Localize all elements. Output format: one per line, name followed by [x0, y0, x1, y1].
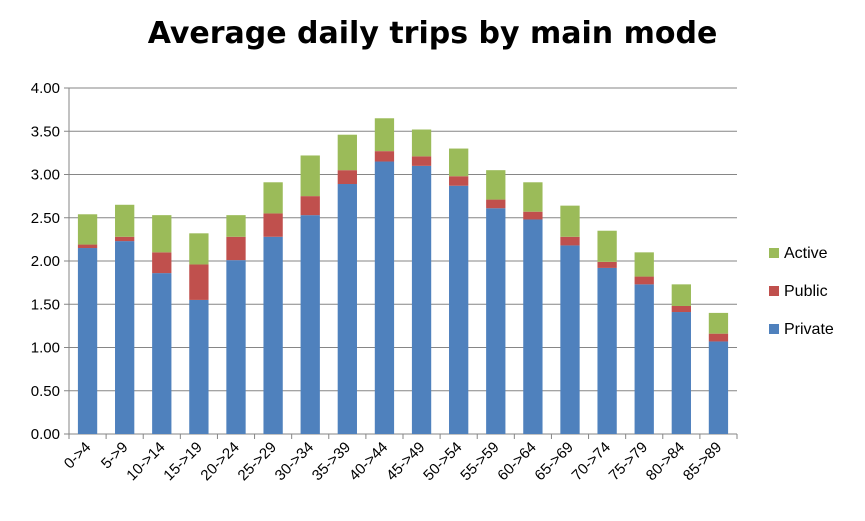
- axes: [64, 87, 738, 439]
- x-axis-tick-labels: 0->4 5->910->1415->1920->2425->2930->3435…: [61, 439, 725, 484]
- x-tick-label: 65->69: [531, 439, 576, 484]
- bar-public-17: [708, 333, 729, 342]
- x-tick-label: 20->24: [197, 439, 242, 484]
- bar-private-9: [411, 165, 432, 434]
- y-tick-label: 3.00: [31, 167, 60, 184]
- bar-active-11: [486, 170, 506, 200]
- bar-public-5: [263, 213, 283, 237]
- bar-public-4: [226, 236, 246, 261]
- bar-private-10: [449, 185, 469, 434]
- bar-active-1: [115, 204, 135, 237]
- bar-active-15: [634, 252, 654, 277]
- bar-private-12: [523, 219, 543, 434]
- bar-active-9: [411, 129, 432, 157]
- x-tick-label: 5->9: [98, 439, 132, 473]
- bar-public-7: [337, 170, 357, 185]
- bar-private-4: [226, 260, 246, 434]
- bar-public-2: [152, 252, 172, 274]
- legend-swatch-active: [769, 248, 779, 258]
- legend-swatch-private: [769, 324, 779, 334]
- x-tick-label: 85->89: [680, 439, 725, 484]
- chart-title: Average daily trips by main mode: [147, 16, 718, 51]
- bar-private-5: [263, 236, 283, 434]
- x-tick-label: 35->39: [309, 439, 354, 484]
- bar-public-14: [597, 261, 617, 268]
- legend-swatch-public: [769, 286, 779, 296]
- y-tick-label: 1.50: [31, 296, 60, 313]
- bar-private-13: [560, 245, 580, 434]
- bar-public-13: [560, 236, 580, 246]
- bar-active-2: [152, 215, 172, 253]
- bar-active-5: [263, 182, 283, 214]
- x-tick-label: 0->4: [61, 439, 95, 473]
- x-tick-label: 70->74: [569, 439, 614, 484]
- bar-private-3: [189, 299, 209, 434]
- x-tick-label: 25->29: [235, 439, 280, 484]
- y-tick-label: 3.50: [31, 123, 60, 140]
- bar-public-12: [523, 211, 543, 220]
- legend: Active Public Private: [769, 245, 834, 338]
- x-tick-label: 75->79: [606, 439, 651, 484]
- bar-active-12: [523, 182, 543, 212]
- x-tick-label: 10->14: [123, 439, 168, 484]
- bar-active-10: [449, 148, 469, 177]
- bar-public-15: [634, 276, 654, 285]
- x-tick-label: 15->19: [160, 439, 205, 484]
- x-tick-label: 50->54: [420, 439, 465, 484]
- bar-public-8: [374, 151, 395, 162]
- bar-private-16: [671, 312, 691, 434]
- bar-active-17: [708, 312, 729, 334]
- bar-private-15: [634, 284, 654, 434]
- bar-public-11: [486, 199, 506, 209]
- bar-public-10: [449, 176, 469, 186]
- bar-public-0: [77, 244, 98, 249]
- bar-public-16: [671, 305, 691, 313]
- bar-public-3: [189, 264, 209, 300]
- x-tick-label: 60->64: [494, 439, 539, 484]
- y-tick-label: 2.50: [31, 210, 60, 227]
- bar-private-6: [300, 215, 320, 434]
- bar-public-9: [411, 156, 432, 166]
- bar-active-0: [77, 214, 98, 245]
- bar-private-8: [374, 161, 395, 434]
- x-tick-label: 30->34: [272, 439, 317, 484]
- bar-active-3: [189, 233, 209, 265]
- y-tick-label: 2.00: [31, 253, 60, 270]
- y-axis-tick-labels: 0.00 0.50 1.00 1.50 2.00 2.50 3.00 3.50 4.00: [31, 80, 60, 443]
- bar-active-13: [560, 205, 580, 237]
- bar-active-4: [226, 215, 246, 237]
- legend-label-active: Active: [784, 245, 828, 262]
- bar-private-11: [486, 208, 506, 434]
- bar-active-8: [374, 118, 395, 152]
- legend-label-public: Public: [784, 283, 828, 300]
- legend-label-private: Private: [784, 321, 834, 338]
- x-tick-label: 45->49: [383, 439, 428, 484]
- bar-public-1: [115, 236, 135, 242]
- y-tick-label: 0.50: [31, 383, 60, 400]
- bar-private-17: [708, 341, 729, 434]
- x-tick-label: 40->44: [346, 439, 391, 484]
- bars: [77, 118, 729, 434]
- bar-private-1: [115, 241, 135, 434]
- bar-active-7: [337, 134, 357, 171]
- bar-private-0: [77, 248, 98, 434]
- gridlines: [69, 87, 737, 392]
- bar-active-6: [300, 155, 320, 197]
- bar-active-14: [597, 230, 617, 262]
- bar-active-16: [671, 284, 691, 306]
- y-tick-label: 1.00: [31, 340, 60, 357]
- bar-private-14: [597, 267, 617, 434]
- bar-public-6: [300, 196, 320, 216]
- x-tick-label: 55->59: [457, 439, 502, 484]
- bar-private-7: [337, 184, 357, 434]
- y-tick-label: 0.00: [31, 426, 60, 443]
- x-tick-label: 80->84: [643, 439, 688, 484]
- bar-private-2: [152, 273, 172, 434]
- y-tick-label: 4.00: [31, 80, 60, 97]
